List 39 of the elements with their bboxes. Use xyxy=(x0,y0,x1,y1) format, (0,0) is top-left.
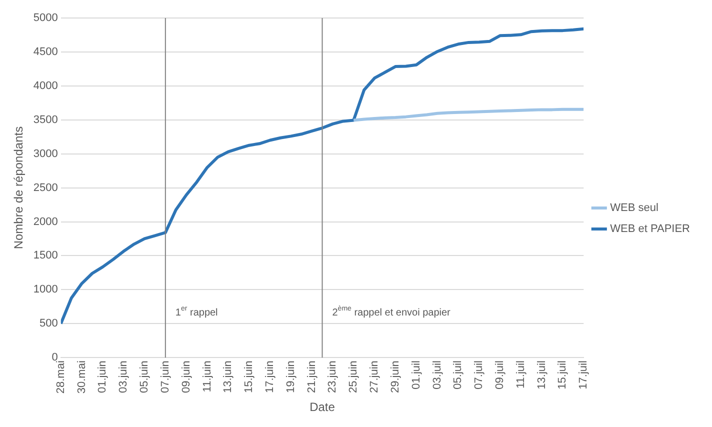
y-tick-label: 5000 xyxy=(33,12,58,24)
x-axis-title: Date xyxy=(310,400,336,414)
x-tick-label: 27.juin xyxy=(368,360,381,394)
y-tick-label: 3500 xyxy=(33,114,58,126)
y-tick-label: 4500 xyxy=(33,46,58,58)
x-tick-label: 09.juin xyxy=(180,360,192,394)
y-tick-label: 1000 xyxy=(33,284,58,296)
y-tick-label: 2000 xyxy=(33,216,58,228)
x-tick-label: 05.juin xyxy=(138,360,151,394)
x-tick-label: 13.juil xyxy=(536,360,548,390)
x-tick-label: 07.juil xyxy=(473,360,486,390)
y-tick-label: 500 xyxy=(40,318,58,330)
y-tick-label: 1500 xyxy=(33,250,58,262)
x-tick-label: 25.juin xyxy=(348,360,360,394)
x-tick-label: 03.juil xyxy=(431,360,444,390)
x-tick-label: 05.juil xyxy=(452,360,464,390)
x-tick-label: 01.juin xyxy=(96,360,109,394)
y-tick-label: 2500 xyxy=(33,182,58,194)
x-tick-label: 21.juin xyxy=(306,360,318,394)
x-tick-label: 11.juil xyxy=(514,360,527,389)
x-tick-label: 09.juil xyxy=(494,360,506,390)
x-tick-label: 17.juil xyxy=(578,360,590,390)
x-tick-label: 29.juin xyxy=(389,360,402,394)
x-tick-label: 03.juin xyxy=(118,360,130,394)
legend-label: WEB et PAPIER xyxy=(610,223,690,236)
x-tick-label: 19.juin xyxy=(284,360,297,394)
x-tick-label: 07.juin xyxy=(159,360,172,394)
x-tick-label: 15.juin xyxy=(243,360,256,394)
y-tick-label: 4000 xyxy=(33,80,58,92)
y-tick-label: 3000 xyxy=(33,148,58,160)
x-tick-label: 30.mai xyxy=(76,360,88,394)
x-tick-label: 01.juil xyxy=(410,360,422,390)
x-tick-label: 15.juil xyxy=(556,360,569,390)
legend-label: WEB seul xyxy=(610,202,658,214)
x-tick-label: 13.juin xyxy=(222,360,234,394)
x-tick-label: 11.juin xyxy=(201,360,214,392)
x-tick-label: 17.juin xyxy=(264,360,276,394)
x-tick-label: 23.juin xyxy=(326,360,339,394)
y-axis-title: Nombre de répondants xyxy=(12,126,26,250)
